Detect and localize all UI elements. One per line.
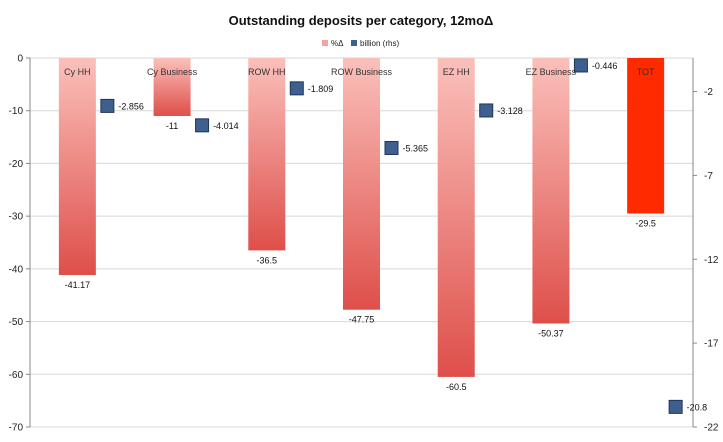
marker <box>195 118 210 133</box>
marker-value-label: -5.365 <box>403 143 429 153</box>
marker <box>668 399 683 414</box>
marker-value-label: -20.8 <box>687 402 708 412</box>
y-right-tick-label: -2 <box>704 87 713 98</box>
marker-value-label: -3.128 <box>497 106 523 116</box>
bar-value-label: -50.37 <box>538 329 564 339</box>
y-right-tick-label: -7 <box>704 171 713 182</box>
legend-label-pct: %Δ <box>331 39 344 48</box>
bar <box>437 58 475 377</box>
marker-value-label: -1.809 <box>308 84 334 94</box>
legend-swatch-billion <box>351 40 357 46</box>
bar <box>58 58 96 276</box>
markers <box>100 58 683 414</box>
bar-value-label: -41.17 <box>65 280 91 290</box>
bar-value-label: -36.5 <box>257 255 278 265</box>
y-left-tick-label: -40 <box>9 264 24 275</box>
y-right-tick-label: -12 <box>704 255 719 266</box>
y-left-tick-label: -10 <box>9 106 24 117</box>
y-left-tick-label: -50 <box>9 317 24 328</box>
marker <box>289 81 304 96</box>
bar-value-label: -60.5 <box>446 382 467 392</box>
marker <box>573 58 588 73</box>
category-label: ROW Business <box>331 67 393 77</box>
data-labels: Cy HH -41.17 Cy Business -11 ROW HH -36.5 ROW … <box>64 61 707 412</box>
y-right-tick-label: -22 <box>704 423 719 434</box>
category-label: EZ Business <box>526 67 577 77</box>
category-label: EZ HH <box>443 67 470 77</box>
marker-value-label: -2.856 <box>118 101 144 111</box>
y-left-tick-label: -60 <box>9 370 24 381</box>
category-label: Cy HH <box>64 67 91 77</box>
bar <box>248 58 286 251</box>
marker <box>384 140 399 155</box>
y-left-tick-label: 0 <box>17 54 23 65</box>
marker-value-label: -4.014 <box>213 121 239 131</box>
y-left-tick-label: -70 <box>9 423 24 434</box>
bar-value-label: -29.5 <box>635 219 656 229</box>
bars <box>58 58 665 377</box>
bar <box>153 58 191 116</box>
category-label: ROW HH <box>248 67 286 77</box>
bar <box>532 58 570 324</box>
category-label: TOT <box>637 67 655 77</box>
bar <box>343 58 380 310</box>
legend-swatch-pct <box>322 40 328 46</box>
bar-value-label: -47.75 <box>349 315 375 325</box>
legend: %Δ billion (rhs) <box>322 39 399 48</box>
marker-value-label: -0.446 <box>592 61 618 71</box>
bar-value-label: -11 <box>166 121 178 131</box>
y-right-tick-label: -17 <box>704 339 719 350</box>
marker <box>479 103 494 118</box>
axes: 0 -10 -20 -30 -40 -50 -60 -70 -2 -7 -12 -17 -22 <box>9 54 719 434</box>
bar <box>627 58 665 214</box>
y-left-tick-label: -30 <box>9 212 24 223</box>
y-left-tick-label: -20 <box>9 159 24 170</box>
legend-label-billion: billion (rhs) <box>360 39 399 48</box>
chart-title: Outstanding deposits per category, 12moΔ <box>229 13 494 28</box>
marker <box>100 98 115 113</box>
category-label: Cy Business <box>147 67 198 77</box>
